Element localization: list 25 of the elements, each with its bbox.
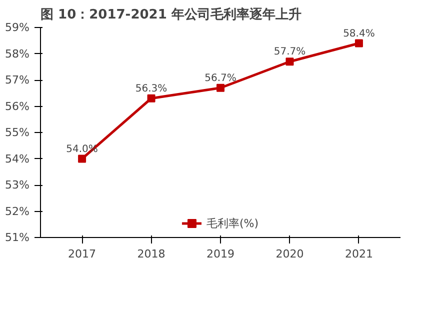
x-tick-label: 2021: [344, 248, 373, 260]
data-label: 57.7%: [274, 46, 306, 58]
y-tick-label: 51%: [5, 231, 30, 244]
data-label: 58.4%: [343, 28, 375, 40]
x-tick-label: 2020: [276, 248, 304, 260]
data-label: 56.7%: [204, 72, 236, 84]
y-tick-label: 57%: [5, 74, 30, 86]
y-tick-label: 59%: [5, 21, 30, 34]
point: [286, 58, 294, 66]
point: [78, 154, 86, 163]
chart-title: 图 10：2017-2021 年公司毛利率逐年上升: [40, 6, 302, 22]
x-tick-label: 2017: [68, 248, 96, 260]
y-tick-label: 58%: [5, 47, 30, 60]
y-tick-label: 54%: [5, 152, 30, 166]
y-tick-label: 55%: [5, 126, 30, 139]
y-tick-label: 52%: [5, 204, 30, 218]
x-tick-label: 2018: [137, 248, 166, 260]
legend-label: 毛利率(%): [206, 216, 259, 230]
point: [354, 39, 363, 48]
y-tick-label: 53%: [5, 178, 30, 192]
point: [147, 94, 156, 102]
data-label: 56.3%: [135, 83, 168, 94]
y-tick-label: 56%: [5, 100, 30, 113]
x-tick-label: 2019: [206, 248, 235, 260]
point: [216, 84, 224, 92]
